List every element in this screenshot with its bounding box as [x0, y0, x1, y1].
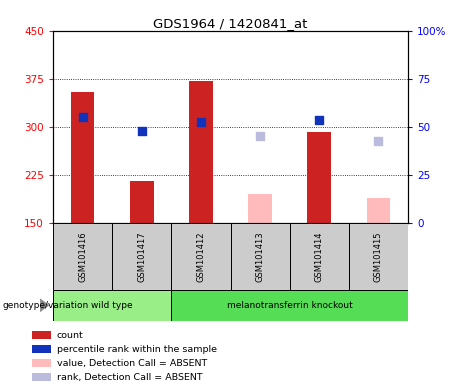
- Text: wild type: wild type: [91, 301, 133, 310]
- Bar: [248, 194, 272, 223]
- Text: GSM101412: GSM101412: [196, 231, 206, 281]
- Text: count: count: [57, 331, 84, 340]
- Text: rank, Detection Call = ABSENT: rank, Detection Call = ABSENT: [57, 372, 202, 382]
- Title: GDS1964 / 1420841_at: GDS1964 / 1420841_at: [154, 17, 307, 30]
- Point: [256, 133, 264, 139]
- Point: [79, 114, 86, 120]
- Bar: [112, 223, 171, 290]
- Bar: [290, 223, 349, 290]
- Bar: [53, 223, 112, 290]
- Bar: [230, 223, 290, 290]
- Point: [197, 119, 205, 125]
- Bar: [53, 290, 171, 321]
- Text: GSM101415: GSM101415: [374, 231, 383, 281]
- Point: [138, 128, 145, 134]
- Polygon shape: [40, 298, 49, 312]
- Text: GSM101416: GSM101416: [78, 231, 87, 281]
- Bar: [71, 91, 95, 223]
- Bar: [366, 199, 390, 223]
- Point: [375, 138, 382, 144]
- Bar: [171, 290, 408, 321]
- Bar: [31, 373, 51, 381]
- Bar: [349, 223, 408, 290]
- Text: melanotransferrin knockout: melanotransferrin knockout: [227, 301, 353, 310]
- Bar: [130, 181, 154, 223]
- Bar: [31, 359, 51, 367]
- Text: GSM101417: GSM101417: [137, 231, 146, 281]
- Text: percentile rank within the sample: percentile rank within the sample: [57, 345, 217, 354]
- Bar: [189, 81, 213, 223]
- Text: value, Detection Call = ABSENT: value, Detection Call = ABSENT: [57, 359, 207, 367]
- Text: GSM101413: GSM101413: [255, 231, 265, 281]
- Text: genotype/variation: genotype/variation: [2, 301, 89, 310]
- Bar: [307, 132, 331, 223]
- Point: [315, 117, 323, 123]
- Bar: [31, 331, 51, 339]
- Bar: [31, 345, 51, 353]
- Text: GSM101414: GSM101414: [315, 231, 324, 281]
- Bar: [171, 223, 230, 290]
